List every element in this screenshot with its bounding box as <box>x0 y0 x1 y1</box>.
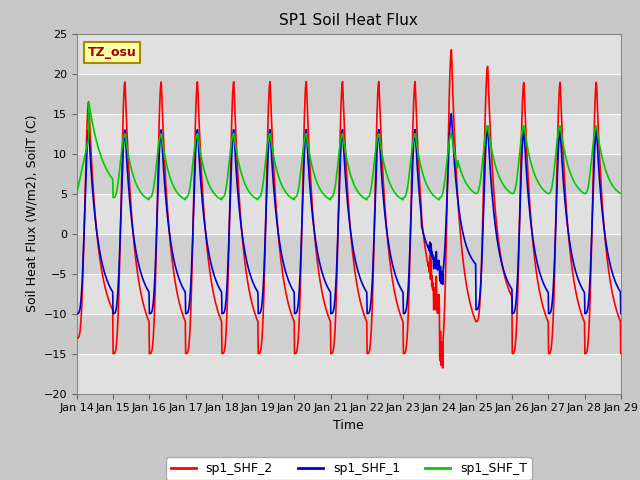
Bar <box>77 114 621 154</box>
Bar <box>77 193 621 234</box>
Bar <box>77 73 621 114</box>
Title: SP1 Soil Heat Flux: SP1 Soil Heat Flux <box>280 13 418 28</box>
Y-axis label: Soil Heat Flux (W/m2), SoilT (C): Soil Heat Flux (W/m2), SoilT (C) <box>25 115 38 312</box>
Legend: sp1_SHF_2, sp1_SHF_1, sp1_SHF_T: sp1_SHF_2, sp1_SHF_1, sp1_SHF_T <box>166 457 532 480</box>
Bar <box>77 34 621 73</box>
Bar <box>77 313 621 354</box>
Bar <box>77 234 621 274</box>
Text: TZ_osu: TZ_osu <box>88 46 136 59</box>
X-axis label: Time: Time <box>333 419 364 432</box>
Bar <box>77 274 621 313</box>
Bar <box>77 154 621 193</box>
Bar <box>77 354 621 394</box>
